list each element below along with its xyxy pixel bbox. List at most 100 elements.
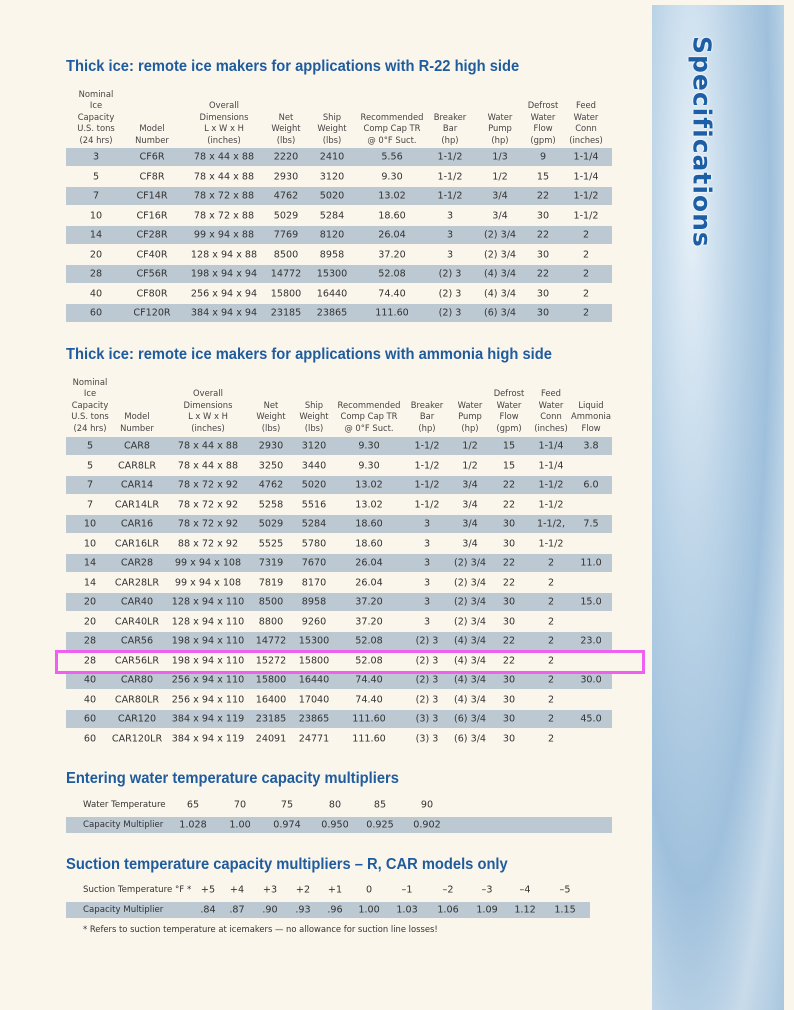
table-cell: (6) 3/4	[483, 307, 517, 319]
column-header: Nominal Ice Capacity U.S. tons (24 hrs)	[71, 376, 109, 433]
table-cell: 3	[423, 616, 431, 628]
table-cell: 0.974	[273, 819, 301, 831]
table-cell: 15800	[255, 674, 287, 686]
table-cell: 15800	[298, 655, 330, 667]
table-cell: 5258	[258, 499, 284, 511]
table-cell: .87	[229, 904, 245, 916]
row-shade	[66, 632, 612, 651]
table-cell: 8958	[319, 249, 345, 260]
table-cell: 5020	[319, 190, 345, 202]
table-cell: 10	[83, 518, 97, 530]
table-cell: 1/2	[462, 440, 478, 452]
table-cell: 1/2	[492, 171, 508, 182]
table-cell: 22	[502, 635, 516, 647]
table-cell: 40	[89, 288, 103, 299]
table-cell: 8500	[273, 249, 299, 260]
table-cell: 1.09	[476, 904, 498, 916]
table-cell: 30	[502, 694, 516, 706]
column-header: Net Weight (lbs)	[271, 111, 301, 145]
table-cell: 7	[86, 479, 94, 491]
table-cell: 78 x 72 x 92	[177, 479, 239, 491]
table-cell: 0	[365, 884, 373, 896]
table-cell: 16400	[255, 694, 287, 706]
table-cell: 2	[582, 229, 590, 241]
row-shade	[66, 515, 612, 534]
table-cell: 0.902	[413, 819, 441, 831]
table-cell: 85	[373, 799, 387, 811]
table-cell: 198 x 94 x 110	[171, 655, 245, 667]
table-cell: 198 x 94 x 94	[190, 268, 258, 280]
table-cell: 1-1/2	[414, 499, 440, 511]
table-cell: CF80R	[136, 288, 168, 299]
table-cell: 1-1/2	[437, 151, 463, 163]
table-cell: 15.0	[580, 596, 602, 608]
table-cell: 20	[89, 249, 103, 260]
table-cell: (2) 3/4	[453, 577, 487, 589]
table-cell: 22	[502, 557, 516, 569]
table-cell: 3	[423, 518, 431, 530]
table-cell: 9.30	[381, 171, 403, 182]
column-header: Breaker Bar (hp)	[433, 111, 467, 145]
table-cell: CF16R	[136, 210, 168, 221]
table-cell: (2) 3	[415, 655, 439, 667]
table-cell: CAR8	[123, 440, 151, 452]
table-cell: 78 x 44 x 88	[193, 171, 255, 182]
table-cell: 20	[83, 596, 97, 608]
table-cell: 5029	[258, 518, 284, 530]
table-cell: 4762	[258, 479, 284, 491]
table-cell: (2) 3	[415, 674, 439, 686]
table-cell: 9.30	[358, 440, 380, 452]
table-cell: 14	[83, 577, 97, 589]
table-cell: 128 x 94 x 110	[171, 616, 245, 628]
table-cell: 7	[92, 190, 100, 202]
table-cell: (2) 3/4	[453, 616, 487, 628]
table-cell: (2) 3	[438, 268, 462, 280]
table-cell: 8800	[258, 616, 284, 628]
table-cell: 2	[582, 288, 590, 299]
table-cell: CF8R	[139, 171, 165, 182]
table-cell: 1-1/4	[538, 440, 564, 452]
table-cell: 3	[446, 249, 454, 260]
table-cell: 3440	[301, 460, 327, 472]
table-cell: 2	[547, 616, 555, 628]
table-cell: 14	[89, 229, 103, 241]
table-cell: 1-1/2	[414, 440, 440, 452]
row-shade	[66, 817, 612, 833]
table-cell: (3) 3	[415, 733, 439, 745]
table-cell: 52.08	[355, 655, 383, 667]
table-cell: 5	[86, 440, 94, 452]
table-cell: 70	[233, 799, 247, 811]
table-cell: 60	[83, 733, 97, 745]
table-cell: CAR40LR	[114, 616, 160, 628]
table-cell: 78 x 44 x 88	[177, 440, 239, 452]
row-shade	[66, 593, 612, 612]
table-cell: 5780	[301, 538, 327, 550]
table-cell: 16440	[298, 674, 330, 686]
column-header: Ship Weight (lbs)	[299, 399, 329, 433]
table-cell: 10	[89, 210, 103, 221]
row-shade	[66, 304, 612, 322]
table-cell: 26.04	[355, 577, 383, 589]
table-cell: 3250	[258, 460, 284, 472]
table-cell: 7819	[258, 577, 284, 589]
table-cell: 3120	[301, 440, 327, 452]
table-cell: 9	[539, 151, 547, 163]
table-cell: +4	[229, 884, 245, 896]
table-cell: 30	[502, 733, 516, 745]
table-cell: CF56R	[136, 268, 168, 280]
table-cell: 2	[582, 268, 590, 280]
table-cell: 5	[86, 460, 94, 472]
row-shade	[66, 226, 612, 244]
table-cell: 99 x 94 x 88	[193, 229, 255, 241]
table-cell: CF40R	[136, 249, 168, 260]
table-cell: (3) 3	[415, 713, 439, 725]
table-cell: 8120	[319, 229, 345, 241]
table-cell: 22	[502, 655, 516, 667]
table-cell: 37.20	[355, 596, 383, 608]
table-cell: 16440	[316, 288, 348, 299]
table-cell: 30	[502, 538, 516, 550]
table-cell: 5	[92, 171, 100, 182]
column-header: Liquid Ammonia Flow	[571, 399, 611, 433]
table-cell: 24771	[298, 733, 330, 745]
table-cell: 9.30	[358, 460, 380, 472]
